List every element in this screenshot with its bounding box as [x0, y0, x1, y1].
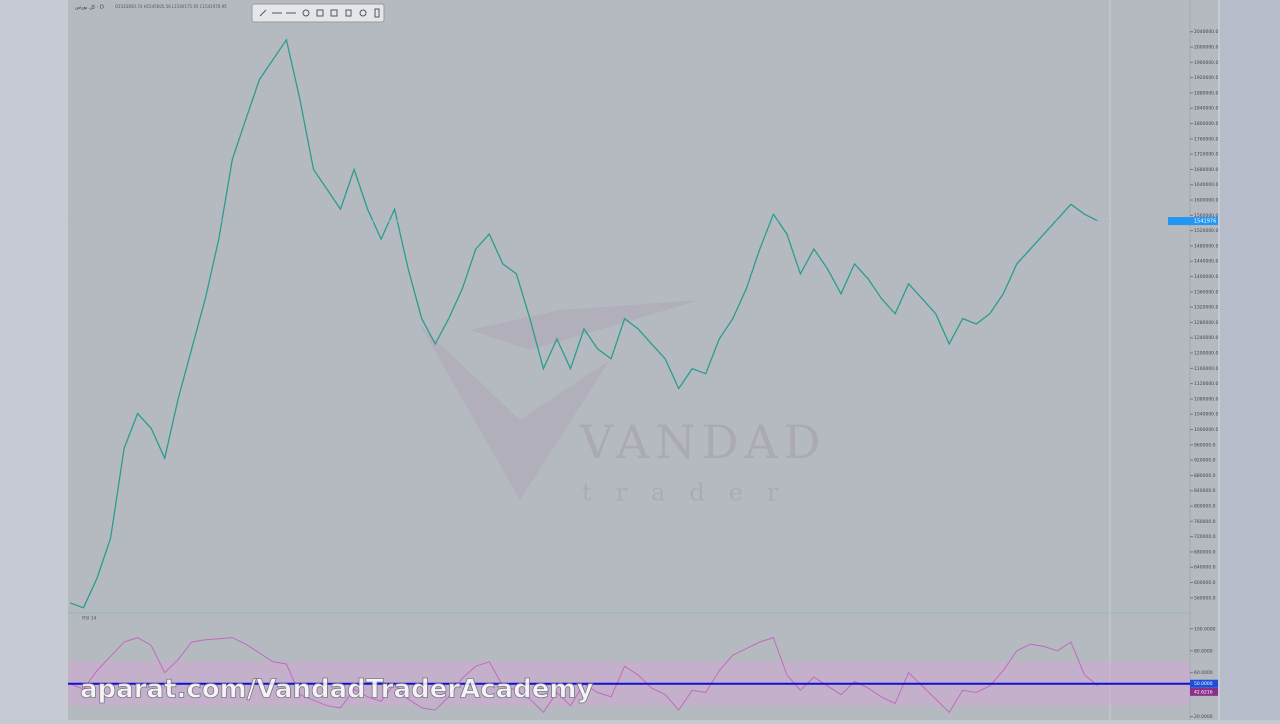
y-tick-label: 960000.0: [1194, 442, 1216, 448]
y-tick-label: 1120000.0: [1194, 381, 1218, 387]
y-tick-label: 1240000.0: [1194, 335, 1218, 341]
side: [1220, 0, 1280, 720]
toolbar-icons: [259, 8, 380, 18]
y-tick-label: 1200000.0: [1194, 351, 1218, 357]
rsi-title: RSI 14: [82, 616, 97, 622]
y-tick-label: 720000.0: [1194, 534, 1216, 540]
y-tick-label: 560000.0: [1194, 595, 1216, 601]
y-tick-label: 1480000.0: [1194, 243, 1218, 249]
y-tick-label: 1280000.0: [1194, 320, 1218, 326]
y-tick-label: 2000000.0: [1194, 45, 1218, 51]
y-tick-label: 680000.0: [1194, 549, 1216, 555]
value-tag-label: 42.6216: [1194, 689, 1213, 695]
y-tick-label: 20.0000: [1194, 714, 1213, 720]
y-tick-label: 600000.0: [1194, 580, 1216, 586]
y-tick-label: 1000000.0: [1194, 427, 1218, 433]
y-tick-label: 1840000.0: [1194, 106, 1218, 112]
y-tick-label: 880000.0: [1194, 473, 1216, 479]
y-tick-label: 760000.0: [1194, 519, 1216, 525]
y-tick-label: 1160000.0: [1194, 366, 1218, 372]
chart-window: [68, 0, 1218, 720]
y-tick-label: 1360000.0: [1194, 289, 1218, 295]
y-tick-label: 1880000.0: [1194, 90, 1218, 96]
video-url: aparat.com/VandadTraderAcademy: [80, 675, 593, 705]
watermark-subtitle: trader: [582, 479, 802, 507]
y-tick-label: 1440000.0: [1194, 259, 1218, 265]
y-tick-label: 920000.0: [1194, 458, 1216, 464]
drawing-toolbar[interactable]: [251, 3, 385, 23]
watermark: VANDAD trader: [420, 300, 827, 507]
price-tag: [1168, 217, 1218, 226]
value-tag: [1190, 687, 1218, 696]
symbol-title: كل بورس · D: [75, 5, 104, 11]
y-tick-label: 60.0000: [1194, 670, 1213, 676]
level-tag-label: 50.0000: [1194, 681, 1213, 687]
y-tick-label: 840000.0: [1194, 488, 1216, 494]
y-tick-label: 1320000.0: [1194, 305, 1218, 311]
ohlc: O1543850.74 H1545605.56 L1540175.95 C154…: [115, 4, 227, 9]
y-tick-label: 1640000.0: [1194, 182, 1218, 188]
y-tick-label: 1760000.0: [1194, 136, 1218, 142]
y-tick-label: 1680000.0: [1194, 167, 1218, 173]
level-tag: [1190, 679, 1218, 688]
y-tick-label: 100.0000: [1194, 626, 1216, 632]
y-tick-label: 2040000.0: [1194, 29, 1218, 35]
y-tick-label: 1800000.0: [1194, 121, 1218, 127]
y-tick-label: 1560000.0: [1194, 213, 1218, 219]
y-tick-label: 1960000.0: [1194, 60, 1218, 66]
price-line: [69, 38, 1099, 609]
y-tick-label: 640000.0: [1194, 565, 1216, 571]
y-tick-label: 1600000.0: [1194, 198, 1218, 204]
y-tick-label: 1520000.0: [1194, 228, 1218, 234]
watermark-title: VANDAD: [579, 415, 827, 469]
y-tick-label: 1040000.0: [1194, 412, 1218, 418]
y-tick-label: 800000.0: [1194, 504, 1216, 510]
y-tick-label: 1720000.0: [1194, 152, 1218, 158]
y-tick-label: 1920000.0: [1194, 75, 1218, 81]
y-tick-label: 80.0000: [1194, 648, 1213, 654]
y-tick-label: 1080000.0: [1194, 396, 1218, 402]
y-tick-label: 1400000.0: [1194, 274, 1218, 280]
price-tag-label: 1541976: [1194, 219, 1216, 225]
